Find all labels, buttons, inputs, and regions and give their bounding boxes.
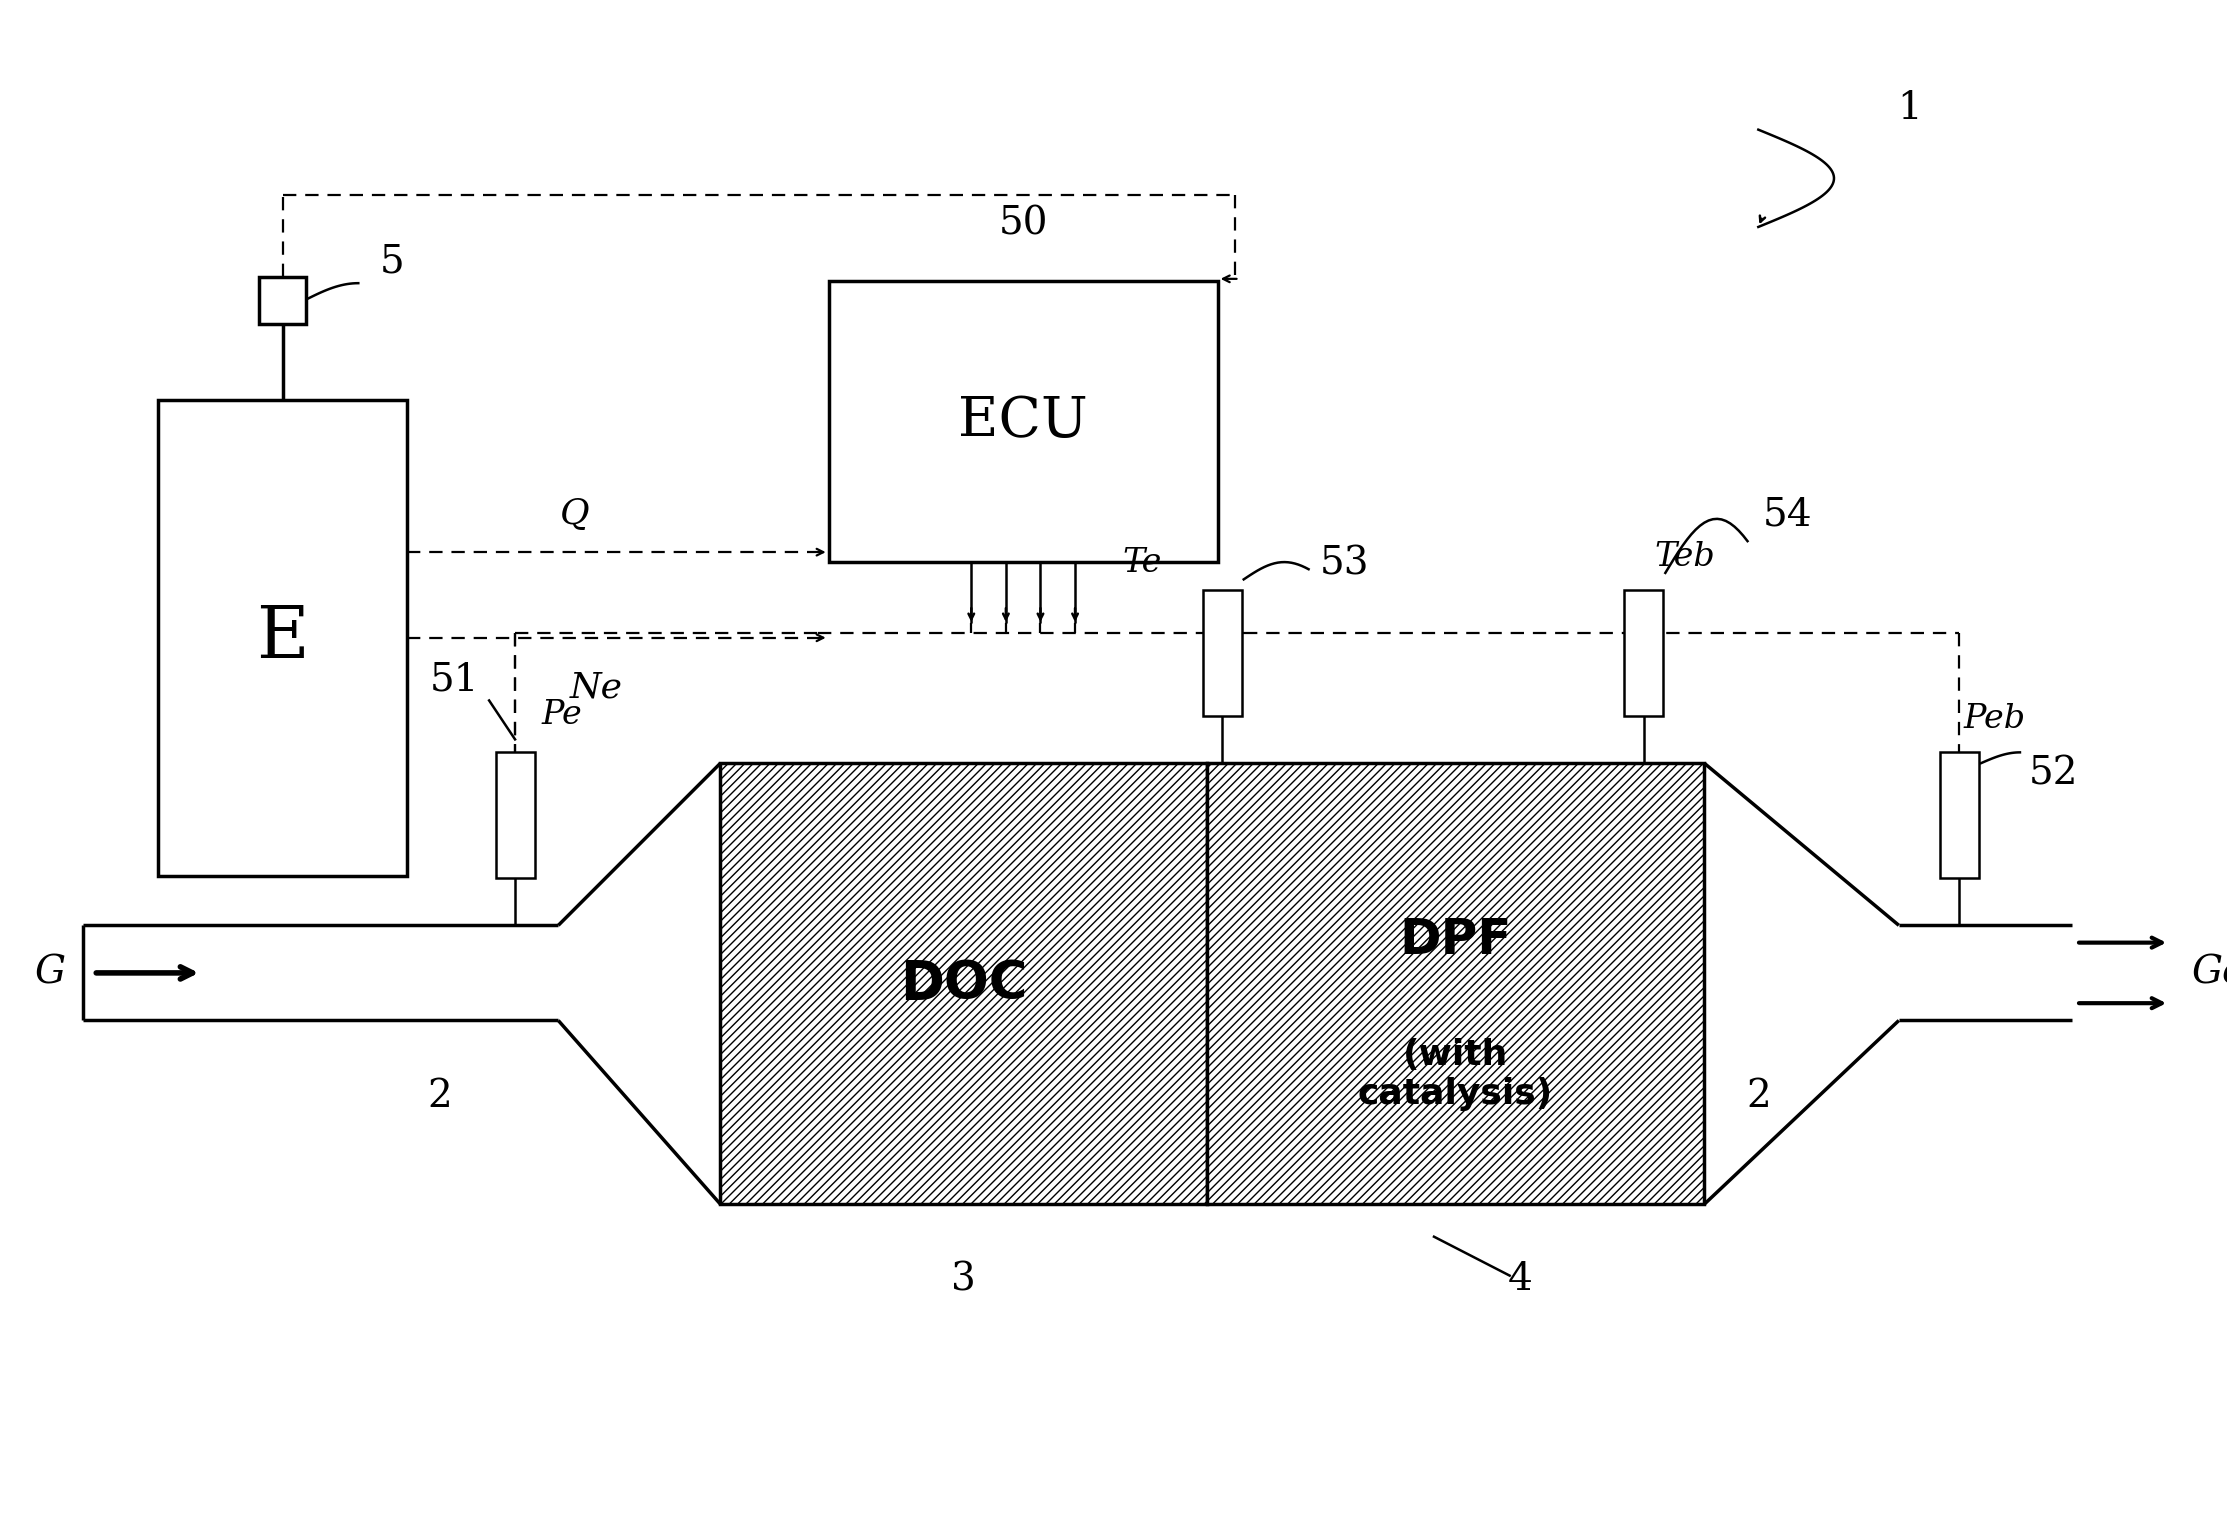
Bar <box>1623 589 1664 715</box>
Text: ECU: ECU <box>958 394 1089 448</box>
Text: Pe: Pe <box>541 698 581 731</box>
Text: 2: 2 <box>1746 1078 1770 1114</box>
Text: DOC: DOC <box>900 958 1027 1010</box>
Text: 53: 53 <box>1318 546 1370 583</box>
Bar <box>1207 763 1704 1205</box>
Text: 4: 4 <box>1508 1262 1532 1299</box>
Text: (with
catalysis): (with catalysis) <box>1358 1038 1552 1111</box>
Text: Peb: Peb <box>1964 703 2027 735</box>
Text: 52: 52 <box>2029 755 2078 792</box>
Bar <box>258 276 307 324</box>
Text: Q: Q <box>559 496 590 531</box>
Bar <box>158 401 408 875</box>
Text: DPF: DPF <box>1399 916 1512 964</box>
Text: 2: 2 <box>428 1078 452 1114</box>
Text: Teb: Teb <box>1655 540 1715 573</box>
Text: E: E <box>256 603 310 672</box>
Bar <box>1940 752 1980 878</box>
Bar <box>722 763 1207 1205</box>
Text: 50: 50 <box>998 206 1049 243</box>
Text: 3: 3 <box>951 1262 975 1299</box>
Text: 54: 54 <box>1762 496 1813 533</box>
Text: Ne: Ne <box>570 671 624 705</box>
Text: 51: 51 <box>430 662 479 698</box>
Text: 1: 1 <box>1897 89 1922 126</box>
Bar <box>828 281 1218 562</box>
Text: 5: 5 <box>381 243 405 279</box>
Text: G: G <box>33 955 65 992</box>
Bar <box>1203 589 1243 715</box>
Bar <box>497 752 534 878</box>
Text: Te: Te <box>1122 548 1162 579</box>
Text: Gc: Gc <box>2191 955 2227 992</box>
